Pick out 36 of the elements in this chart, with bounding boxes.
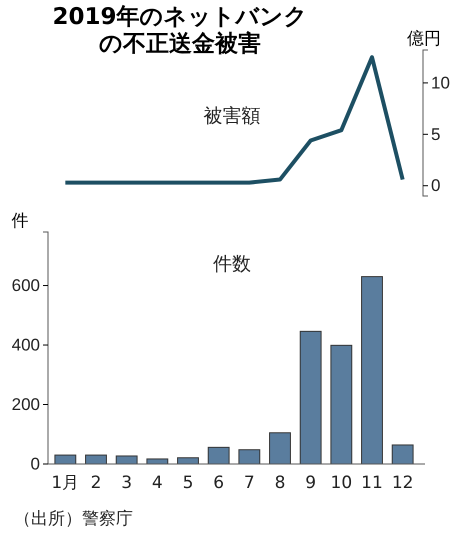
text: 件数 [213, 253, 251, 275]
x-tick-label: 8 [274, 473, 286, 493]
y-tick-label: 400 [12, 335, 40, 354]
y-tick-label: 10 [431, 73, 450, 92]
x-tick-label: 2 [90, 473, 102, 493]
bar [361, 276, 383, 464]
x-tick-label: 3 [121, 473, 132, 493]
chart-title: 2019年のネットバンクの不正送金被害 [52, 4, 308, 57]
text: 被害額 [204, 105, 260, 127]
bar [116, 455, 138, 464]
bar [85, 454, 107, 464]
y-tick-label: 200 [12, 394, 40, 414]
x-tick-label: 5 [182, 473, 194, 493]
text: （出所）警察庁 [14, 509, 133, 529]
x-tick-label: 11 [361, 473, 383, 493]
bar [392, 444, 414, 464]
line-series [63, 55, 405, 185]
x-tick-label: 12 [392, 473, 414, 493]
bar [330, 344, 352, 464]
x-tick-label: 10 [330, 473, 352, 493]
y-tick-label: 600 [12, 276, 40, 295]
y-axis-title: 件 [12, 211, 28, 231]
x-tick-label: 9 [305, 473, 316, 493]
y-tick-label: 0 [30, 454, 40, 474]
bar [54, 454, 76, 464]
bar [208, 446, 230, 464]
y-tick-label: 5 [431, 124, 440, 144]
y-axis-title: 億円 [407, 29, 441, 49]
x-tick-label: 7 [244, 473, 255, 493]
bar [300, 330, 322, 464]
y-tick-label: 0 [431, 176, 440, 196]
bar [269, 432, 291, 464]
x-tick-label: 4 [152, 473, 163, 493]
x-tick-label: 6 [213, 473, 224, 493]
bar [238, 449, 260, 464]
x-tick-label: 1月 [51, 473, 80, 493]
